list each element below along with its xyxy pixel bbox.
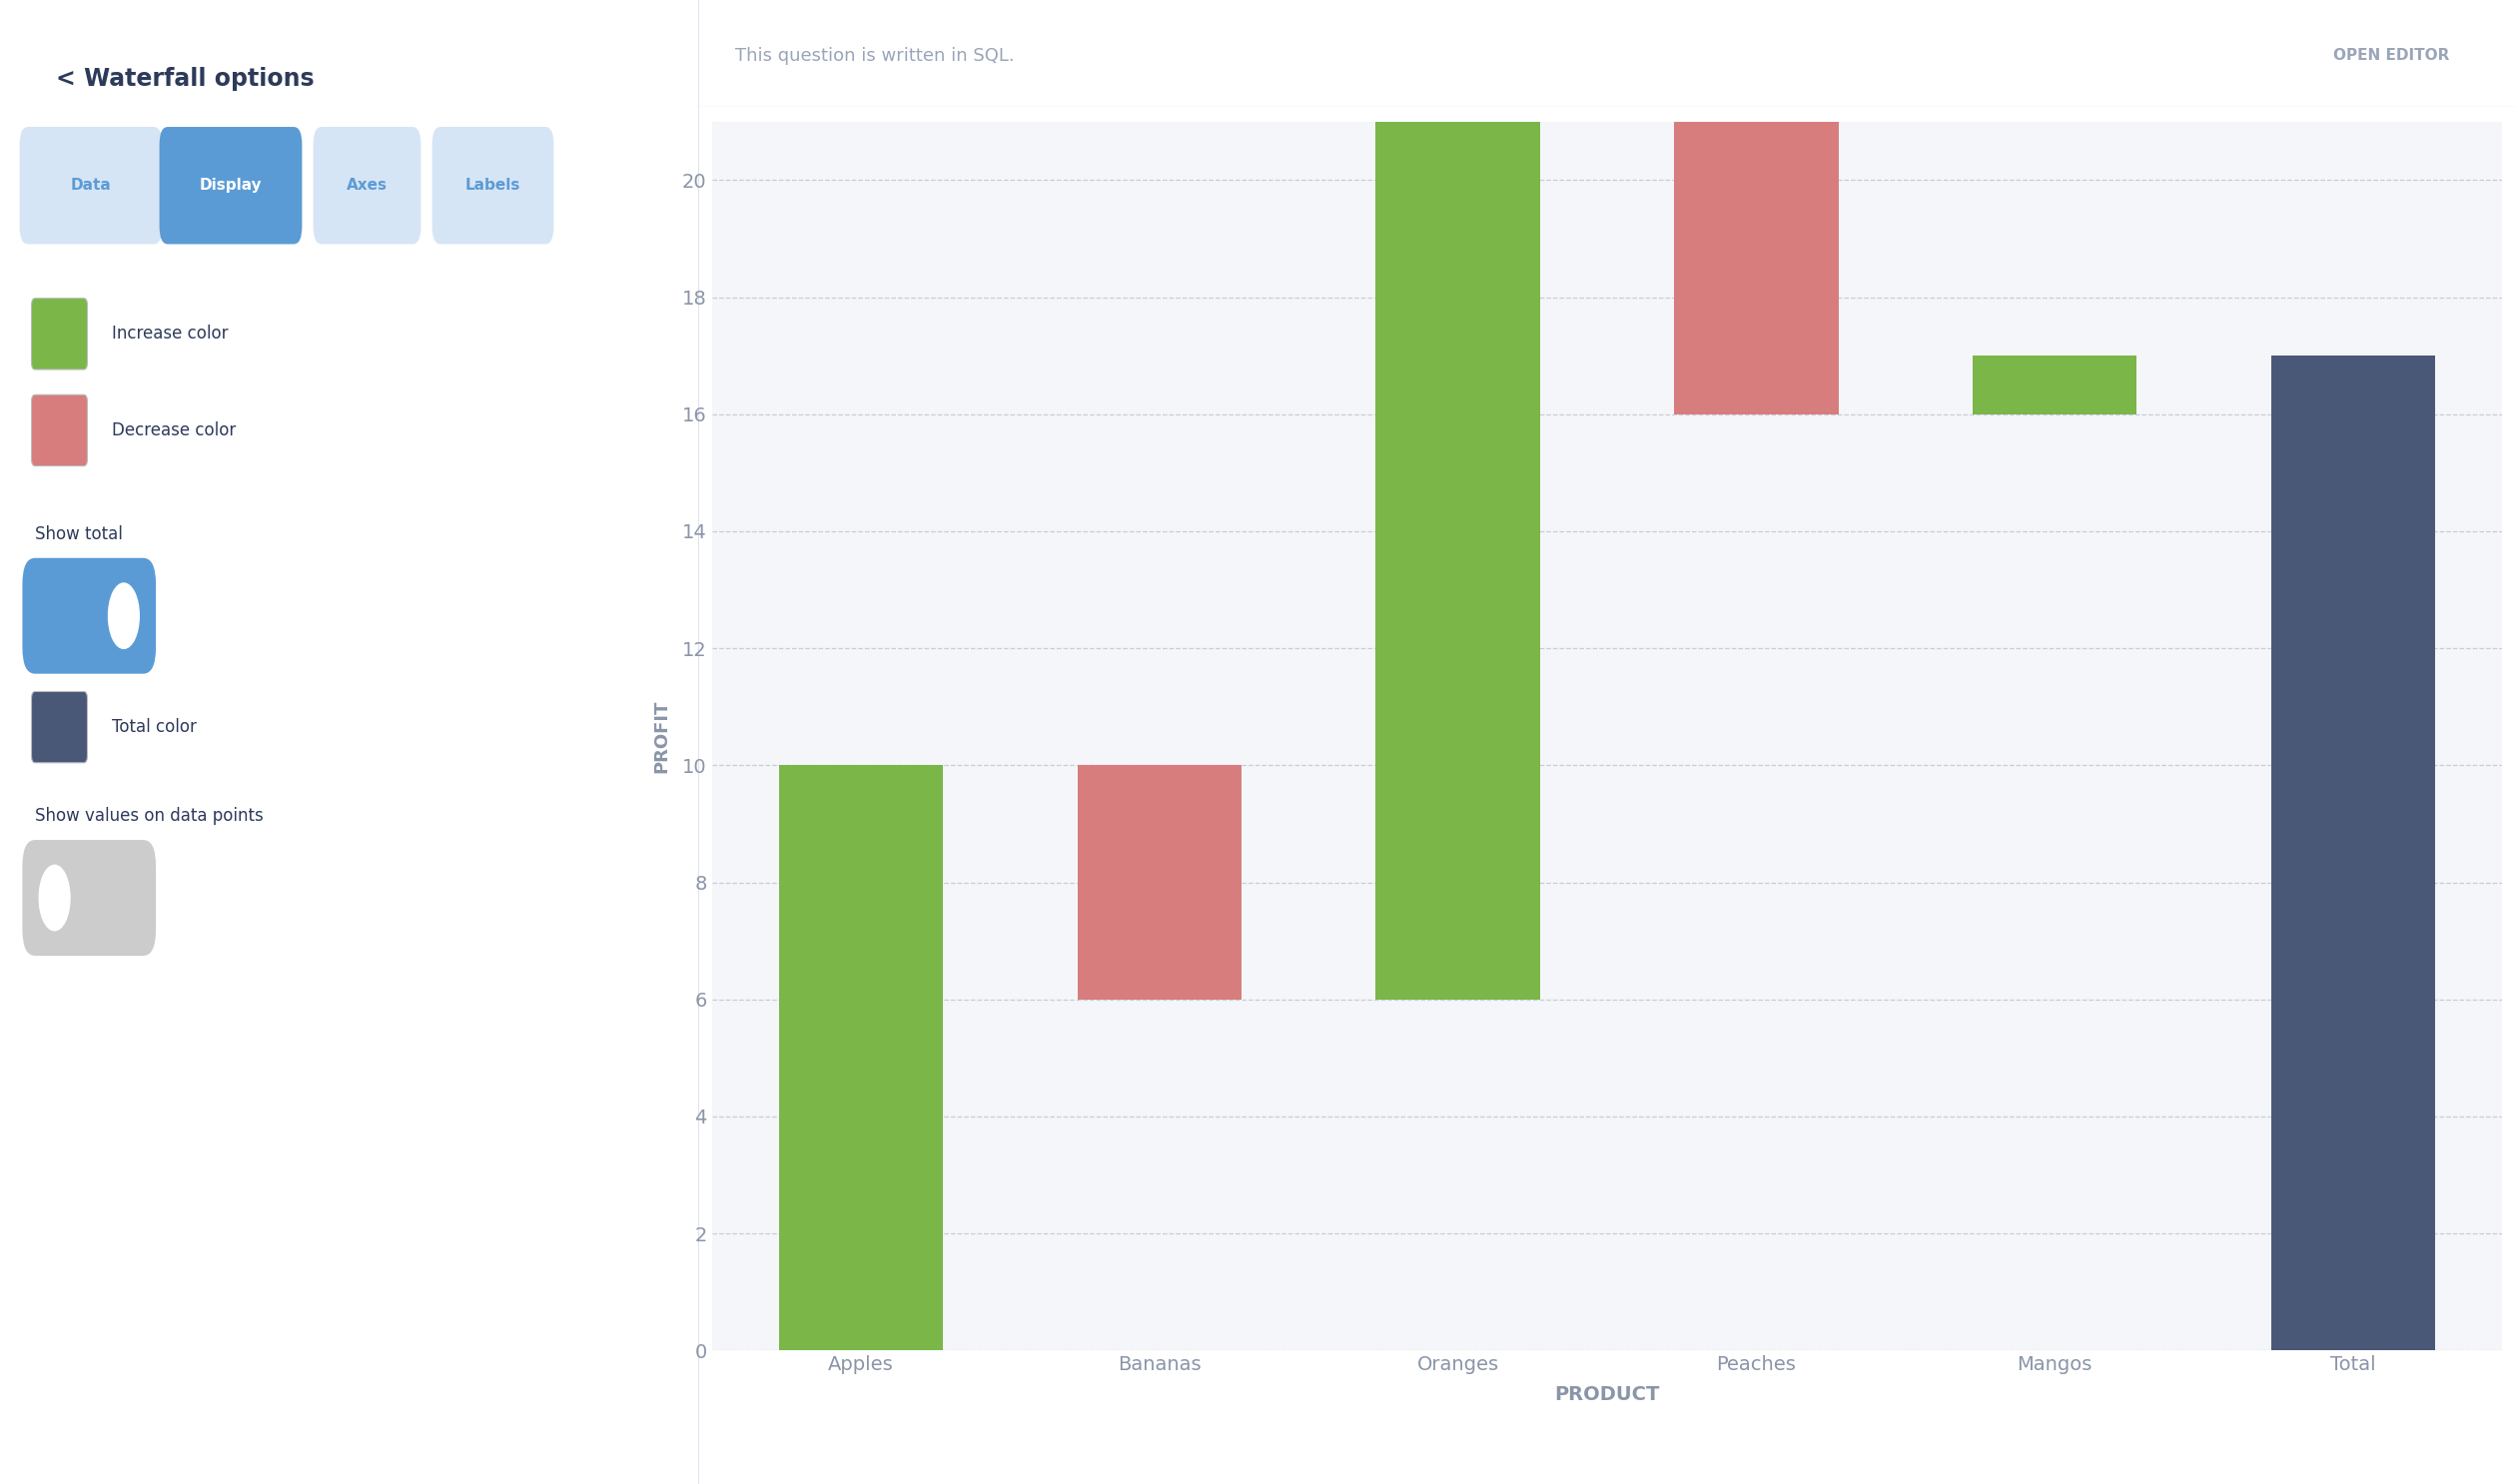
- Text: Labels: Labels: [465, 178, 521, 193]
- Text: Data: Data: [70, 178, 111, 193]
- Bar: [1376, 122, 1539, 999]
- FancyBboxPatch shape: [158, 128, 302, 243]
- Text: Show values on data points: Show values on data points: [35, 807, 264, 825]
- Text: Increase color: Increase color: [111, 325, 229, 343]
- FancyBboxPatch shape: [314, 128, 420, 243]
- Bar: [1076, 766, 1242, 999]
- FancyBboxPatch shape: [23, 558, 156, 674]
- Text: This question is written in SQL.: This question is written in SQL.: [734, 46, 1014, 64]
- Bar: [780, 766, 943, 1350]
- Text: < Waterfall options: < Waterfall options: [55, 67, 314, 91]
- FancyBboxPatch shape: [433, 128, 553, 243]
- FancyBboxPatch shape: [33, 395, 88, 466]
- Circle shape: [108, 583, 138, 649]
- Circle shape: [40, 865, 70, 930]
- Text: OPEN EDITOR: OPEN EDITOR: [2334, 47, 2450, 62]
- Bar: [1675, 122, 1838, 414]
- Y-axis label: PROFIT: PROFIT: [654, 699, 672, 773]
- Text: Decrease color: Decrease color: [111, 421, 236, 439]
- Bar: [2271, 356, 2435, 1350]
- FancyBboxPatch shape: [33, 298, 88, 370]
- FancyBboxPatch shape: [33, 692, 88, 763]
- Text: Show total: Show total: [35, 525, 123, 543]
- X-axis label: PRODUCT: PRODUCT: [1554, 1386, 1660, 1404]
- Bar: [1972, 356, 2138, 414]
- Text: Axes: Axes: [347, 178, 387, 193]
- FancyBboxPatch shape: [20, 128, 161, 243]
- Text: Display: Display: [199, 178, 262, 193]
- FancyBboxPatch shape: [23, 840, 156, 956]
- Text: Total color: Total color: [111, 718, 196, 736]
